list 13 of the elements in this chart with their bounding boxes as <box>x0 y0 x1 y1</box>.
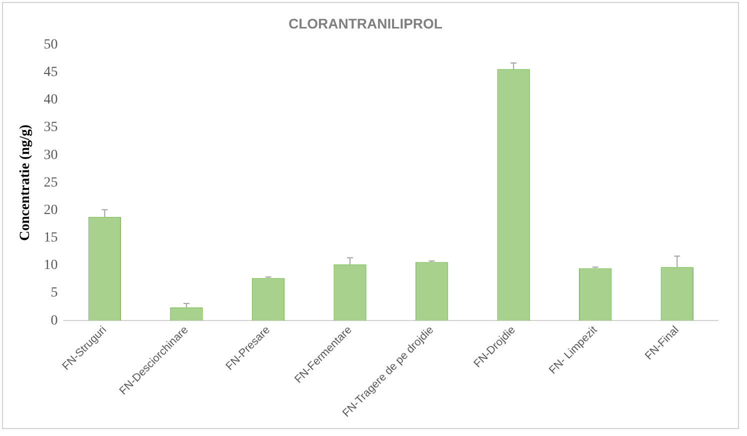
chart-title: CLORANTRANILIPROL <box>288 15 443 32</box>
y-tick-label: 40 <box>44 92 58 108</box>
y-axis-title: Concentratie (ng/g) <box>18 124 34 241</box>
y-tick-label: 0 <box>50 313 58 328</box>
y-tick-label: 25 <box>44 175 58 190</box>
y-tick-label: 30 <box>44 148 58 163</box>
y-tick-label: 10 <box>44 258 58 274</box>
y-tick-label: 20 <box>44 202 58 218</box>
y-tick-label: 50 <box>44 37 58 52</box>
y-tick-label: 5 <box>50 286 58 301</box>
y-tick-label: 15 <box>44 230 58 246</box>
y-tick-label: 35 <box>44 120 58 136</box>
y-tick-label: 45 <box>44 65 58 80</box>
